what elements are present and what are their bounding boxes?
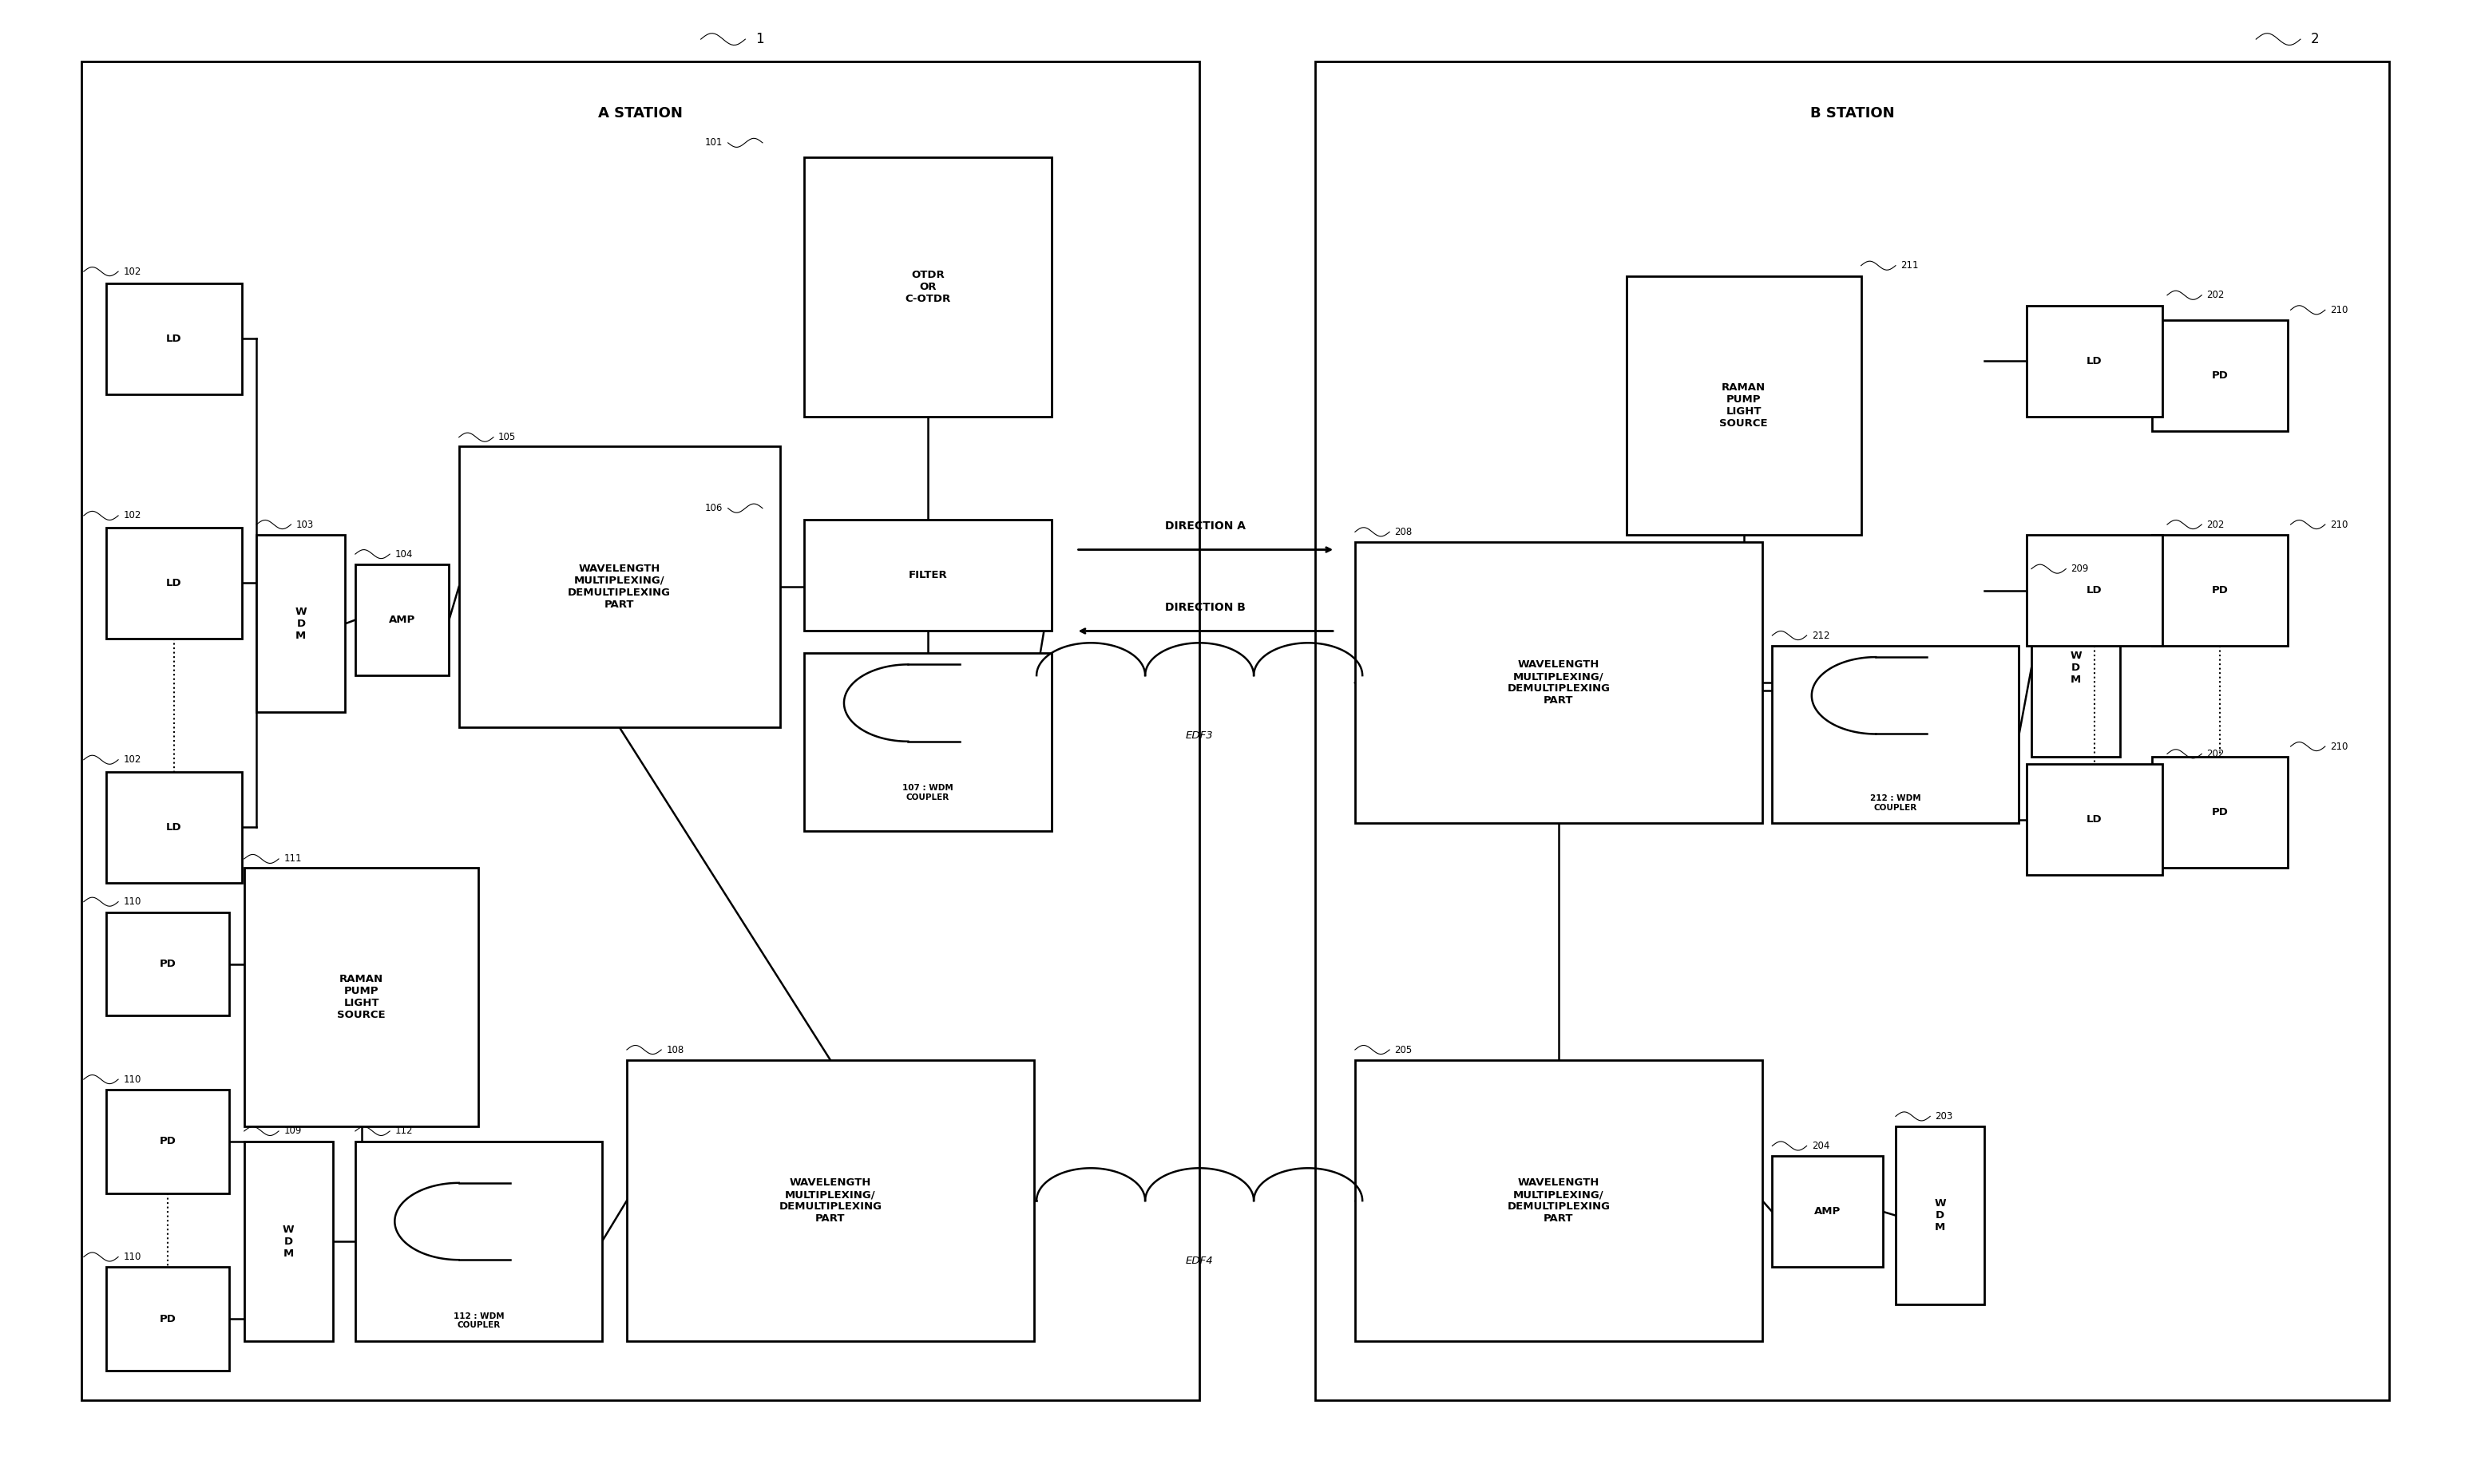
Bar <box>257 534 346 712</box>
Bar <box>1773 1156 1884 1267</box>
Bar <box>804 157 1051 417</box>
Text: 108: 108 <box>665 1045 685 1055</box>
Text: DIRECTION B: DIRECTION B <box>1165 603 1246 613</box>
Text: RAMAN
PUMP
LIGHT
SOURCE: RAMAN PUMP LIGHT SOURCE <box>1719 383 1768 429</box>
Bar <box>106 1089 230 1193</box>
Bar <box>106 772 242 883</box>
Text: 106: 106 <box>705 503 722 513</box>
Text: LD: LD <box>166 822 181 833</box>
Bar <box>2025 306 2161 417</box>
Text: W
D
M: W D M <box>282 1224 294 1258</box>
Bar <box>804 653 1051 831</box>
Text: 208: 208 <box>1395 527 1412 537</box>
Text: 102: 102 <box>124 510 141 521</box>
Text: 110: 110 <box>124 1074 141 1085</box>
Text: 111: 111 <box>284 853 302 864</box>
Bar <box>1627 276 1862 534</box>
Text: 102: 102 <box>124 266 141 276</box>
Text: LD: LD <box>166 577 181 588</box>
Bar <box>106 283 242 395</box>
Text: 110: 110 <box>124 1251 141 1261</box>
Bar <box>804 519 1051 631</box>
Text: WAVELENGTH
MULTIPLEXING/
DEMULTIPLEXING
PART: WAVELENGTH MULTIPLEXING/ DEMULTIPLEXING … <box>1506 660 1610 706</box>
Text: PD: PD <box>158 959 176 969</box>
Text: WAVELENGTH
MULTIPLEXING/
DEMULTIPLEXING
PART: WAVELENGTH MULTIPLEXING/ DEMULTIPLEXING … <box>569 564 670 610</box>
Text: W
D
M: W D M <box>294 607 307 641</box>
Text: 101: 101 <box>705 138 722 148</box>
Text: EDF3: EDF3 <box>1185 730 1214 741</box>
Bar <box>1355 1060 1763 1342</box>
Bar <box>2152 757 2288 868</box>
Bar <box>106 527 242 638</box>
Text: LD: LD <box>2087 585 2102 595</box>
Bar <box>1316 61 2389 1401</box>
Text: 103: 103 <box>297 519 314 530</box>
Text: WAVELENGTH
MULTIPLEXING/
DEMULTIPLEXING
PART: WAVELENGTH MULTIPLEXING/ DEMULTIPLEXING … <box>779 1177 883 1224</box>
Bar <box>82 61 1199 1401</box>
Text: 204: 204 <box>1813 1141 1830 1152</box>
Bar <box>1355 542 1763 824</box>
Text: 110: 110 <box>124 896 141 907</box>
Text: W
D
M: W D M <box>1934 1198 1946 1233</box>
Bar <box>245 1141 334 1342</box>
Text: PD: PD <box>158 1313 176 1324</box>
Bar <box>2025 534 2161 646</box>
Text: LD: LD <box>2087 815 2102 825</box>
Text: 210: 210 <box>2330 304 2347 315</box>
Text: 211: 211 <box>1902 260 1919 270</box>
Bar <box>356 564 450 675</box>
Bar <box>2030 579 2119 757</box>
Bar <box>2152 321 2288 432</box>
Text: WAVELENGTH
MULTIPLEXING/
DEMULTIPLEXING
PART: WAVELENGTH MULTIPLEXING/ DEMULTIPLEXING … <box>1506 1177 1610 1224</box>
Text: 205: 205 <box>1395 1045 1412 1055</box>
Text: 105: 105 <box>500 432 517 442</box>
Text: DIRECTION A: DIRECTION A <box>1165 521 1246 531</box>
Bar <box>356 1141 601 1342</box>
Text: EDF4: EDF4 <box>1185 1255 1214 1266</box>
Text: LD: LD <box>166 334 181 344</box>
Text: 109: 109 <box>284 1126 302 1137</box>
Text: 209: 209 <box>2070 564 2090 574</box>
Text: LD: LD <box>2087 356 2102 367</box>
Text: FILTER: FILTER <box>908 570 947 580</box>
Bar <box>106 1267 230 1371</box>
Text: W
D
M: W D M <box>2070 651 2082 686</box>
Bar <box>460 447 779 727</box>
Text: A STATION: A STATION <box>598 105 683 120</box>
Bar <box>2152 534 2288 646</box>
Text: RAMAN
PUMP
LIGHT
SOURCE: RAMAN PUMP LIGHT SOURCE <box>336 974 386 1021</box>
Bar <box>106 913 230 1015</box>
Text: AMP: AMP <box>388 614 415 625</box>
Text: OTDR
OR
C-OTDR: OTDR OR C-OTDR <box>905 270 950 304</box>
Text: 202: 202 <box>2206 289 2226 300</box>
Text: 2: 2 <box>2310 33 2320 46</box>
Bar <box>1773 646 2018 824</box>
Text: PD: PD <box>158 1137 176 1147</box>
Text: 202: 202 <box>2206 519 2226 530</box>
Text: 202: 202 <box>2206 748 2226 758</box>
Text: PD: PD <box>2211 371 2228 381</box>
Text: PD: PD <box>2211 807 2228 818</box>
Text: 203: 203 <box>1934 1112 1954 1122</box>
Bar <box>245 868 480 1126</box>
Bar <box>1897 1126 1983 1304</box>
Text: 1: 1 <box>754 33 764 46</box>
Text: AMP: AMP <box>1815 1206 1840 1217</box>
Text: 107 : WDM
COUPLER: 107 : WDM COUPLER <box>903 784 955 801</box>
Text: B STATION: B STATION <box>1810 105 1894 120</box>
Text: 210: 210 <box>2330 741 2347 751</box>
Text: 112 : WDM
COUPLER: 112 : WDM COUPLER <box>453 1312 504 1330</box>
Text: 112: 112 <box>396 1126 413 1137</box>
Text: 102: 102 <box>124 754 141 764</box>
Text: 212: 212 <box>1813 631 1830 641</box>
Bar <box>626 1060 1034 1342</box>
Text: 212 : WDM
COUPLER: 212 : WDM COUPLER <box>1870 794 1922 812</box>
Text: PD: PD <box>2211 585 2228 595</box>
Text: 210: 210 <box>2330 519 2347 530</box>
Text: 104: 104 <box>396 549 413 559</box>
Bar <box>2025 764 2161 876</box>
